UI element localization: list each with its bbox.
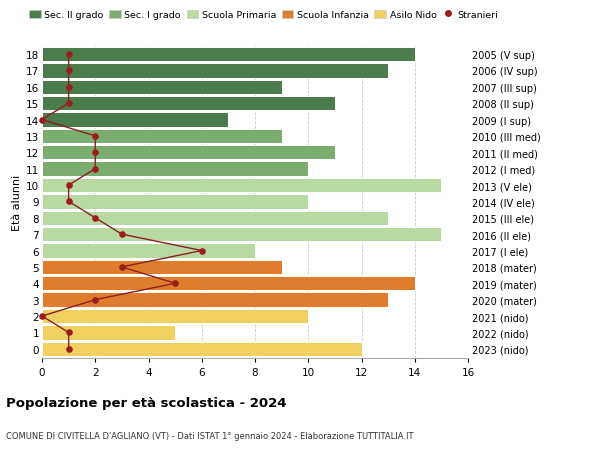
Bar <box>42 195 308 209</box>
Point <box>64 84 73 91</box>
Bar <box>42 260 281 274</box>
Text: COMUNE DI CIVITELLA D'AGLIANO (VT) - Dati ISTAT 1° gennaio 2024 - Elaborazione T: COMUNE DI CIVITELLA D'AGLIANO (VT) - Dat… <box>6 431 413 440</box>
Point <box>64 182 73 189</box>
Bar <box>42 113 229 128</box>
Point <box>170 280 180 287</box>
Bar <box>42 228 442 242</box>
Bar <box>42 276 415 291</box>
Point <box>37 117 47 124</box>
Bar <box>42 293 388 307</box>
Point <box>117 231 127 238</box>
Point <box>64 198 73 206</box>
Point <box>91 149 100 157</box>
Legend: Sec. II grado, Sec. I grado, Scuola Primaria, Scuola Infanzia, Asilo Nido, Stran: Sec. II grado, Sec. I grado, Scuola Prim… <box>25 7 502 23</box>
Point <box>64 329 73 336</box>
Bar <box>42 325 175 340</box>
Point <box>64 67 73 75</box>
Bar <box>42 129 281 144</box>
Bar <box>42 179 442 193</box>
Point <box>91 133 100 140</box>
Bar <box>42 64 388 78</box>
Point <box>197 247 206 255</box>
Point <box>91 166 100 173</box>
Bar <box>42 244 255 258</box>
Point <box>64 345 73 353</box>
Point <box>64 51 73 59</box>
Point <box>91 215 100 222</box>
Bar <box>42 48 415 62</box>
Point <box>117 263 127 271</box>
Point <box>91 297 100 304</box>
Bar <box>42 211 388 225</box>
Bar <box>42 146 335 160</box>
Bar <box>42 309 308 324</box>
Bar <box>42 162 308 176</box>
Bar <box>42 80 281 95</box>
Point <box>37 313 47 320</box>
Bar <box>42 342 361 356</box>
Text: Popolazione per età scolastica - 2024: Popolazione per età scolastica - 2024 <box>6 396 287 409</box>
Bar <box>42 97 335 111</box>
Point <box>64 100 73 107</box>
Y-axis label: Età alunni: Età alunni <box>12 174 22 230</box>
